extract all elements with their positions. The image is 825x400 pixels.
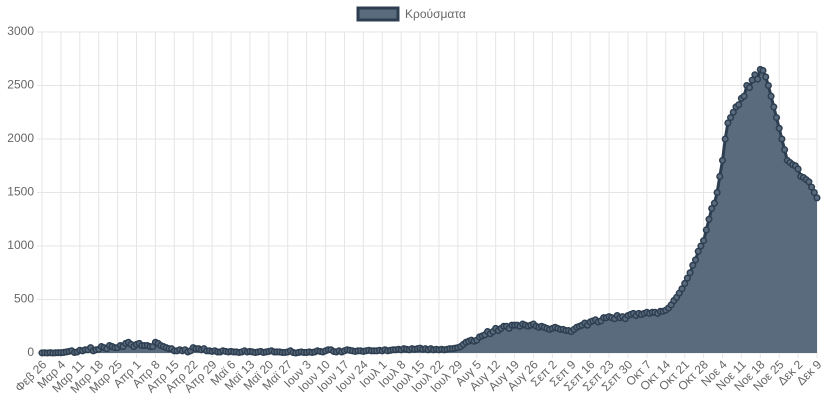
point (770, 103, 778, 111)
point (678, 285, 686, 293)
point (767, 92, 775, 100)
point (694, 247, 702, 255)
point (813, 194, 821, 202)
point (681, 279, 689, 288)
point (810, 188, 818, 197)
point (764, 81, 772, 90)
point (805, 178, 813, 186)
y-tick-label: 0 (27, 345, 34, 359)
point (772, 114, 781, 122)
y-tick-label: 2000 (7, 131, 34, 145)
point (683, 274, 691, 282)
point (808, 183, 816, 191)
point (781, 146, 789, 154)
point (724, 119, 732, 127)
point (778, 135, 786, 143)
point (686, 269, 694, 277)
point (708, 205, 716, 213)
point (794, 165, 802, 173)
legend-label: Κρούσματα (405, 7, 466, 21)
point (762, 73, 770, 81)
y-tick-label: 3000 (7, 24, 34, 38)
point (718, 156, 727, 164)
legend-swatch (356, 6, 400, 22)
point (689, 261, 697, 269)
y-tick-label: 500 (14, 292, 34, 306)
point (716, 172, 724, 180)
point (721, 135, 729, 143)
point (705, 215, 713, 223)
y-tick-label: 1000 (7, 238, 34, 252)
point (700, 237, 708, 245)
point (729, 108, 737, 116)
point (775, 124, 783, 132)
point (754, 75, 762, 83)
point (691, 256, 700, 264)
y-tick-label: 2500 (7, 78, 34, 92)
point (710, 199, 718, 207)
point (727, 114, 735, 122)
point (740, 92, 748, 100)
point (735, 101, 743, 109)
area (42, 69, 817, 354)
y-tick-label: 1500 (7, 185, 34, 199)
point (745, 84, 754, 92)
point (697, 242, 705, 250)
point (759, 66, 767, 75)
point (713, 188, 721, 197)
point (702, 226, 710, 234)
